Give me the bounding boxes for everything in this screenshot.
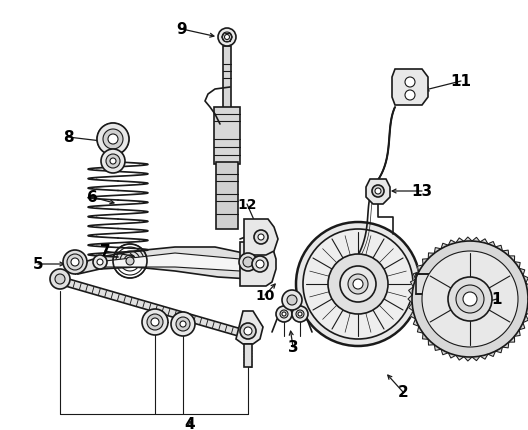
Circle shape (340, 266, 376, 302)
Circle shape (218, 29, 236, 47)
Circle shape (222, 33, 232, 43)
Circle shape (282, 290, 302, 310)
Circle shape (110, 159, 116, 165)
Circle shape (151, 318, 159, 326)
Circle shape (55, 274, 65, 284)
Circle shape (180, 321, 186, 327)
Circle shape (108, 135, 118, 144)
Text: 6: 6 (87, 190, 97, 205)
Polygon shape (78, 247, 265, 280)
Circle shape (280, 310, 288, 318)
Circle shape (63, 250, 87, 274)
Text: 5: 5 (33, 257, 43, 272)
Text: 2: 2 (398, 384, 408, 399)
Polygon shape (416, 274, 440, 294)
Circle shape (353, 280, 363, 289)
Polygon shape (366, 180, 390, 205)
Circle shape (463, 292, 477, 306)
Circle shape (256, 261, 264, 268)
Circle shape (224, 35, 230, 40)
Circle shape (276, 306, 292, 322)
Circle shape (303, 230, 413, 339)
Circle shape (67, 255, 83, 270)
Circle shape (240, 323, 256, 339)
Circle shape (456, 286, 484, 313)
Circle shape (375, 189, 381, 194)
Circle shape (254, 230, 268, 244)
Circle shape (292, 306, 308, 322)
Circle shape (372, 186, 384, 197)
Circle shape (171, 312, 195, 336)
Polygon shape (392, 70, 428, 106)
Circle shape (448, 277, 492, 321)
Circle shape (422, 252, 518, 347)
Circle shape (97, 259, 103, 265)
Circle shape (287, 295, 297, 305)
Circle shape (50, 269, 70, 289)
Circle shape (244, 327, 252, 335)
Polygon shape (240, 243, 276, 286)
Text: 11: 11 (450, 74, 472, 89)
Polygon shape (223, 47, 231, 110)
Circle shape (298, 312, 302, 316)
Text: 4: 4 (185, 417, 195, 430)
Text: 1: 1 (492, 292, 502, 307)
Circle shape (239, 253, 257, 271)
Circle shape (106, 155, 120, 169)
Text: 13: 13 (411, 184, 432, 199)
Circle shape (405, 91, 415, 101)
Polygon shape (105, 253, 240, 271)
Text: 10: 10 (256, 289, 275, 302)
Circle shape (101, 150, 125, 174)
Circle shape (142, 309, 168, 335)
Polygon shape (236, 311, 263, 344)
Polygon shape (408, 237, 528, 361)
Circle shape (93, 255, 107, 269)
Circle shape (282, 312, 286, 316)
Circle shape (252, 256, 268, 272)
Circle shape (243, 258, 253, 267)
Polygon shape (55, 275, 245, 338)
Circle shape (296, 222, 420, 346)
Polygon shape (244, 219, 278, 255)
Polygon shape (214, 108, 240, 165)
Circle shape (103, 130, 123, 150)
Text: 3: 3 (288, 340, 298, 355)
Text: 8: 8 (63, 130, 73, 145)
Polygon shape (244, 344, 252, 367)
Circle shape (296, 310, 304, 318)
Text: 12: 12 (237, 197, 257, 212)
Circle shape (147, 314, 163, 330)
Circle shape (258, 234, 264, 240)
Circle shape (348, 274, 368, 294)
Circle shape (126, 258, 134, 265)
Circle shape (328, 255, 388, 314)
Text: 9: 9 (177, 22, 187, 37)
Circle shape (405, 78, 415, 88)
Circle shape (97, 124, 129, 156)
Polygon shape (216, 163, 238, 230)
Text: 7: 7 (100, 244, 110, 259)
Circle shape (176, 317, 190, 331)
Circle shape (71, 258, 79, 266)
